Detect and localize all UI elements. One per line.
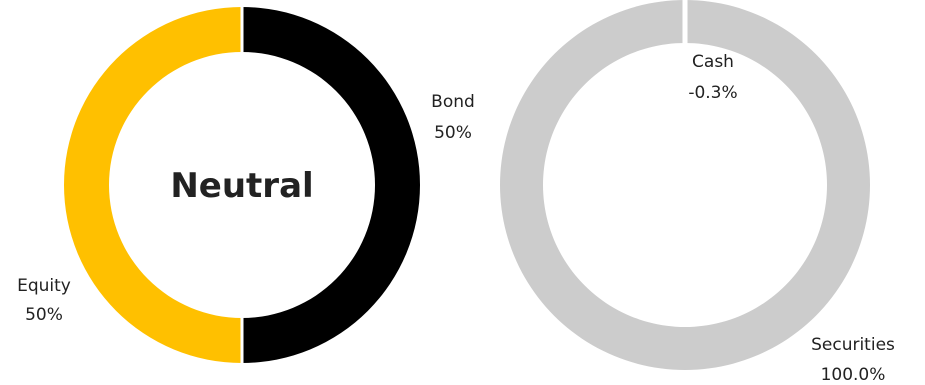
equity-label: Equity — [17, 276, 71, 296]
cash-label: Cash — [692, 52, 734, 72]
equity-value-label: 50% — [25, 305, 63, 325]
securities-value-label: 100.0% — [821, 365, 886, 385]
bond-value-label: 50% — [434, 123, 472, 143]
securities-label: Securities — [811, 335, 895, 355]
securities-slice — [500, 0, 870, 371]
bond-slice — [242, 7, 420, 363]
cash-securities-donut: Cash -0.3% Securities 100.0% — [500, 0, 895, 385]
bond-label: Bond — [431, 92, 475, 112]
center-label: Neutral — [170, 166, 313, 206]
cash-value-label: -0.3% — [688, 83, 737, 103]
equity-slice — [64, 7, 242, 363]
neutral-allocation-donut: Neutral Bond 50% Equity 50% — [17, 6, 475, 364]
